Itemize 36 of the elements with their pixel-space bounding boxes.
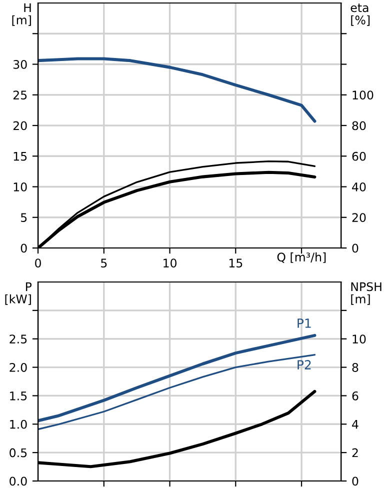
y2-tick-label: 100: [352, 90, 374, 100]
y-axis-title: H [m]: [12, 3, 31, 26]
y2-tick-label: 6: [352, 391, 358, 400]
y2-tick-label: 80: [352, 121, 366, 130]
x-axis-title: Q [m³/h]: [277, 252, 326, 263]
y2-tick-label: 60: [352, 152, 366, 161]
y2-axis-title: eta [%]: [350, 4, 370, 26]
y-tick-label: 0.0: [10, 476, 27, 486]
y2-tick-label: 20: [352, 213, 366, 222]
y2-tick-label: 4: [352, 420, 358, 429]
series-label: P1: [298, 318, 311, 328]
y-tick-label: 20: [13, 121, 27, 130]
x-tick-label: 15: [229, 258, 242, 268]
x-tick-label: 0: [35, 258, 41, 268]
y-tick-label: 25: [13, 90, 27, 100]
series-label: P2: [298, 360, 311, 370]
y2-axis-title: NPSH [m]: [351, 282, 382, 305]
x-tick-label: 5: [101, 258, 107, 268]
y-tick-label: 5: [21, 213, 27, 222]
y-tick-label: 30: [13, 60, 27, 69]
y-tick-label: 1.0: [10, 420, 27, 429]
y2-tick-label: 0: [352, 244, 358, 253]
y-tick-label: 0.5: [10, 448, 27, 458]
y-tick-label: 1.5: [10, 392, 27, 400]
y-tick-label: 15: [14, 152, 27, 161]
y-tick-label: 0: [20, 244, 27, 253]
y2-tick-label: 40: [352, 182, 366, 192]
y-tick-label: 2.0: [10, 363, 27, 372]
y2-tick-label: 10: [352, 334, 366, 344]
y2-tick-label: 0: [352, 476, 358, 486]
x-tick-label: 10: [164, 258, 176, 268]
y-tick-label: 10: [14, 182, 27, 192]
y-tick-label: 2.5: [10, 334, 27, 344]
y2-tick-label: 8: [352, 363, 358, 372]
y2-tick-label: 2: [352, 448, 358, 458]
y-axis-title: P [kW]: [5, 282, 32, 305]
